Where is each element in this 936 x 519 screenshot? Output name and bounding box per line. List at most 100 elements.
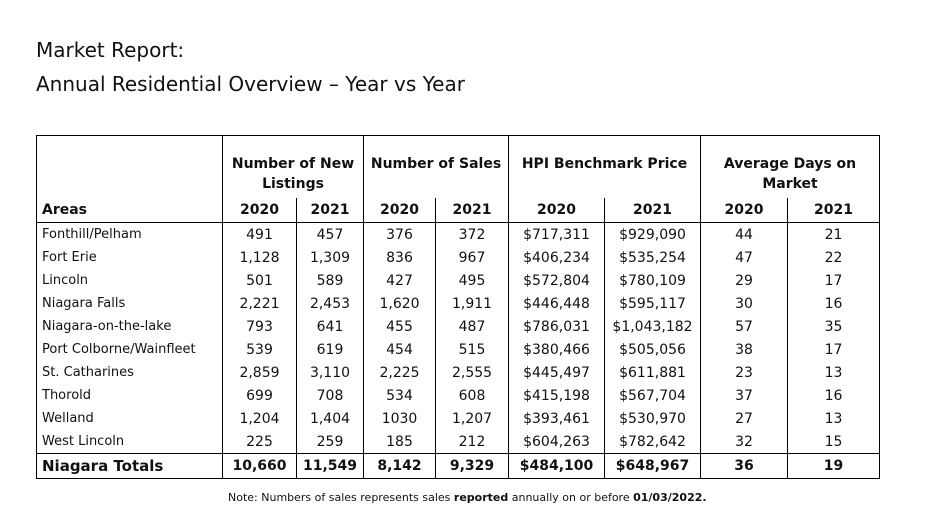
cell-d20: 38 [700, 338, 788, 361]
area-name: Port Colborne/Wainfleet [42, 341, 196, 357]
cell-p21: $611,881 [604, 361, 701, 384]
table-row: St. Catharines 2,859 3,110 2,225 2,555 $445,4… [37, 361, 880, 384]
cell-d21: 13 [787, 361, 880, 384]
cell-nl20: 2,221 [222, 292, 297, 315]
cell-nl20: 2,859 [222, 361, 297, 384]
cell-s21: 2,555 [435, 361, 509, 384]
cell-nl21: 259 [295, 430, 364, 454]
header-hpi-price: HPI Benchmark Price [508, 135, 701, 198]
cell-s21: 9,329 [435, 453, 509, 479]
cell-d21: 17 [787, 338, 880, 361]
footnote-bold-reported: reported [453, 491, 509, 504]
year-header-row: Areas 2020 2021 2020 2021 2020 2021 2020… [37, 198, 880, 223]
cell-nl20: 1,204 [222, 407, 297, 430]
cell-s20: 836 [363, 246, 436, 269]
footnote-middle: annually on or before [508, 491, 634, 504]
cell-d21: 21 [787, 222, 880, 246]
cell-s21: 212 [435, 430, 509, 454]
cell-d21: 13 [787, 407, 880, 430]
cell-nl21: 457 [295, 222, 364, 246]
cell-s20: 1030 [363, 407, 436, 430]
cell-d21: 16 [787, 384, 880, 407]
area-name: Niagara-on-the-lake [42, 318, 172, 334]
cell-d21: 16 [787, 292, 880, 315]
cell-s21: 372 [435, 222, 509, 246]
areas-header: Areas [42, 202, 88, 218]
cell-s20: 534 [363, 384, 436, 407]
table-row: Welland 1,204 1,404 1030 1,207 $393,461 $530,9… [37, 407, 880, 430]
cell-s20: 1,620 [363, 292, 436, 315]
cell-nl21: 3,110 [295, 361, 364, 384]
area-name: Thorold [42, 387, 92, 403]
year-header: 2020 [700, 198, 788, 223]
cell-s21: 608 [435, 384, 509, 407]
cell-p20: $786,031 [508, 315, 605, 338]
cell-s20: 427 [363, 269, 436, 292]
cell-d20: 23 [700, 361, 788, 384]
cell-s20: 454 [363, 338, 436, 361]
year-header: 2021 [435, 198, 509, 223]
area-name: Fort Erie [42, 249, 97, 265]
cell-s20: 455 [363, 315, 436, 338]
cell-s21: 1,911 [435, 292, 509, 315]
cell-p21: $505,056 [604, 338, 701, 361]
cell-s21: 1,207 [435, 407, 509, 430]
cell-nl21: 1,404 [295, 407, 364, 430]
cell-d20: 57 [700, 315, 788, 338]
cell-nl21: 11,549 [295, 453, 364, 479]
report-title: Market Report: [36, 38, 185, 62]
cell-p21: $535,254 [604, 246, 701, 269]
cell-nl21: 1,309 [295, 246, 364, 269]
header-sales: Number of Sales [363, 135, 509, 198]
cell-d21: 19 [787, 453, 880, 479]
year-header: 2020 [508, 198, 605, 223]
table-row: Fort Erie 1,128 1,309 836 967 $406,234 $535,25… [37, 246, 880, 269]
area-name: Niagara Totals [36, 453, 223, 479]
cell-nl20: 793 [222, 315, 297, 338]
cell-d20: 32 [700, 430, 788, 454]
cell-s21: 515 [435, 338, 509, 361]
totals-row: Niagara Totals 10,660 11,549 8,142 9,329 $484… [36, 453, 880, 479]
area-name: West Lincoln [42, 433, 125, 449]
cell-p20: $415,198 [508, 384, 605, 407]
area-name: Welland [42, 410, 94, 426]
group-header-row: Number of New Listings Number of Sales H… [37, 135, 880, 198]
cell-nl20: 1,128 [222, 246, 297, 269]
cell-nl20: 10,660 [222, 453, 297, 479]
cell-d20: 30 [700, 292, 788, 315]
cell-p20: $446,448 [508, 292, 605, 315]
market-table: Number of New Listings Number of Sales H… [36, 135, 881, 479]
cell-nl21: 589 [295, 269, 364, 292]
cell-p21: $567,704 [604, 384, 701, 407]
cell-p20: $604,263 [508, 430, 605, 454]
cell-d20: 27 [700, 407, 788, 430]
cell-p20: $445,497 [508, 361, 605, 384]
year-header: 2021 [295, 198, 364, 223]
year-header: 2020 [222, 198, 297, 223]
cell-p20: $380,466 [508, 338, 605, 361]
cell-nl20: 225 [222, 430, 297, 454]
cell-d21: 15 [787, 430, 880, 454]
cell-s20: 2,225 [363, 361, 436, 384]
table-row: West Lincoln 225 259 185 212 $604,263 $782,642… [37, 430, 880, 454]
cell-p21: $595,117 [604, 292, 701, 315]
area-name: Fonthill/Pelham [36, 222, 223, 246]
cell-s21: 487 [435, 315, 509, 338]
cell-s20: 8,142 [363, 453, 436, 479]
area-name: St. Catharines [42, 364, 134, 380]
cell-nl21: 619 [295, 338, 364, 361]
cell-nl20: 491 [222, 222, 297, 246]
cell-d20: 36 [700, 453, 788, 479]
cell-nl20: 699 [222, 384, 297, 407]
cell-d21: 22 [787, 246, 880, 269]
area-name: Niagara Falls [42, 295, 126, 311]
cell-p20: $406,234 [508, 246, 605, 269]
cell-p20: $572,804 [508, 269, 605, 292]
cell-s20: 376 [363, 222, 436, 246]
table-row: Thorold 699 708 534 608 $415,198 $567,704 37 16 [37, 384, 880, 407]
cell-nl20: 539 [222, 338, 297, 361]
cell-p20: $393,461 [508, 407, 605, 430]
cell-p21: $780,109 [604, 269, 701, 292]
table-row: Port Colborne/Wainfleet 539 619 454 515 $380,… [37, 338, 880, 361]
cell-d21: 35 [787, 315, 880, 338]
